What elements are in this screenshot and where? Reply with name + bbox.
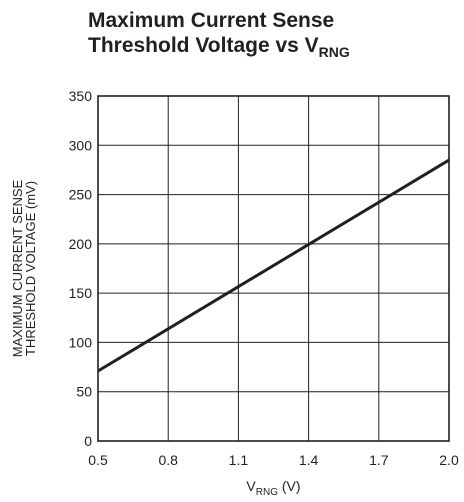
series-group	[97, 158, 450, 373]
x-tick-label: 0.5	[88, 452, 108, 468]
y-tick-label: 0	[84, 433, 92, 449]
x-axis-label: VRNG (V)	[246, 478, 300, 498]
chart-title-line2-subscript: RNG	[318, 44, 350, 60]
x-axis-label-subscript: RNG	[256, 487, 278, 498]
chart-title-line1: Maximum Current Sense	[88, 9, 335, 32]
x-tick-label: 1.4	[299, 452, 319, 468]
y-tick-label: 200	[69, 236, 93, 252]
y-tick-labels: 0 50 100 150 200 250 300 350	[69, 88, 93, 449]
x-tick-labels: 0.5 0.8 1.1 1.4 1.7 2.0	[88, 452, 459, 468]
x-tick-label: 1.7	[369, 452, 389, 468]
y-tick-label: 100	[69, 334, 93, 350]
chart-title-line2: Threshold Voltage vs VRNG	[88, 33, 350, 65]
x-tick-label: 1.1	[229, 452, 249, 468]
y-tick-label: 50	[76, 384, 92, 400]
x-axis-label-main: V	[246, 478, 256, 494]
y-axis-label-line1: MAXIMUM CURRENT SENSE	[10, 179, 25, 357]
x-axis-label-unit: (V)	[278, 478, 301, 494]
y-tick-label: 300	[69, 137, 93, 153]
y-tick-label: 250	[69, 187, 93, 203]
chart-title-line2-main: Threshold Voltage vs V	[88, 34, 319, 57]
y-tick-label: 150	[69, 285, 93, 301]
y-axis-label: MAXIMUM CURRENT SENSE THRESHOLD VOLTAGE …	[10, 179, 38, 357]
y-tick-label: 350	[69, 88, 93, 104]
x-tick-label: 0.8	[158, 452, 178, 468]
grid-lines	[97, 95, 450, 442]
y-axis-label-line2: THRESHOLD VOLTAGE (mV)	[23, 181, 38, 356]
series-line	[97, 158, 450, 373]
x-tick-label: 2.0	[439, 452, 459, 468]
plot-frame	[97, 95, 450, 442]
chart-title: Maximum Current Sense Threshold Voltage …	[88, 8, 350, 65]
